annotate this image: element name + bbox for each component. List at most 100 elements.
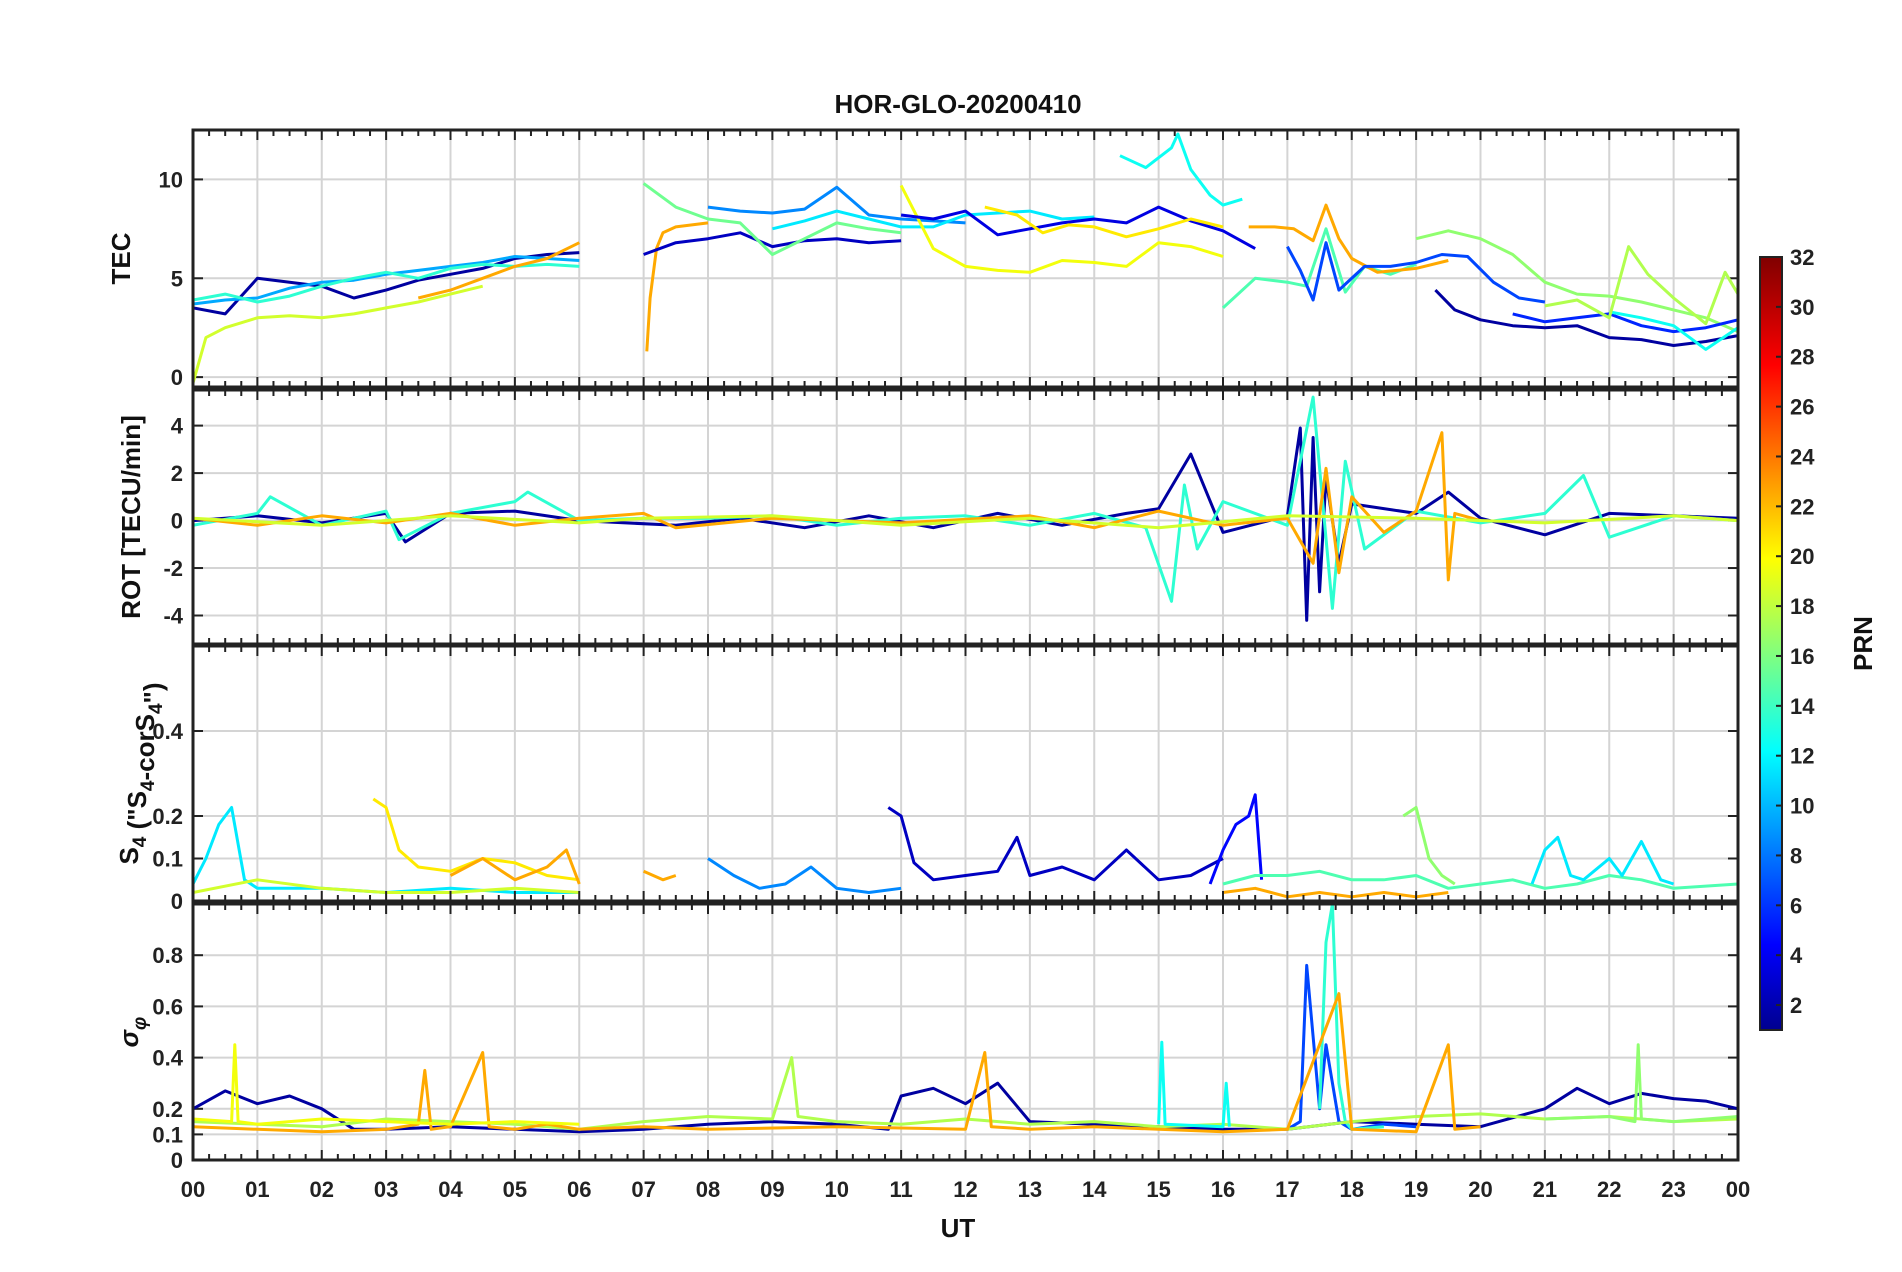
x-tick-label: 10 [825, 1177, 849, 1202]
y-axis-label-part: ("S [122, 791, 152, 837]
series-line-prn-2 [193, 251, 580, 316]
x-tick-label: 23 [1661, 1177, 1685, 1202]
x-tick-label: 09 [760, 1177, 784, 1202]
y-tick-label: 0.2 [152, 1097, 183, 1122]
panel-sigma: 00.10.2 0.4 0.6 0.8 σφ [114, 902, 1740, 1173]
x-tick-label: 06 [567, 1177, 591, 1202]
y-tick-label: 0.6 [152, 994, 183, 1019]
y-tick-label: -2 [163, 556, 183, 581]
x-tick-label: 04 [438, 1177, 463, 1202]
y-tick-label: 0.1 [152, 1122, 183, 1147]
series-line-prn-9 [707, 857, 902, 894]
colorbar-frame [1759, 256, 1783, 1031]
colorbar-tick-label: 8 [1790, 843, 1802, 868]
series-line-prn-20 [193, 1043, 580, 1126]
x-tick-label: 01 [245, 1177, 269, 1202]
x-tick-label: 07 [631, 1177, 655, 1202]
series-line-prn-19 [193, 514, 1738, 530]
series-line-prn-2 [1434, 289, 1738, 347]
series-line-prn-20 [899, 184, 1224, 274]
series-line-prn-23 [645, 221, 709, 352]
panel-frame [191, 388, 1740, 646]
colorbar-tick-label: 22 [1790, 494, 1814, 519]
series-line-prn-9 [707, 185, 966, 225]
colorbar-tick-label: 12 [1790, 744, 1814, 769]
colorbar-tick-label: 28 [1790, 345, 1814, 370]
y-axis-label: σφ [114, 1017, 151, 1048]
y-axis-label-part: ") [138, 682, 168, 703]
x-tick-label: 18 [1340, 1177, 1364, 1202]
series-line-prn-12 [772, 209, 1095, 231]
series-line-prn-13 [1157, 1040, 1231, 1129]
series-line-prn-7 [1286, 963, 1417, 1131]
y-tick-label: 4 [171, 414, 184, 439]
y-axis-label: ROT [TECU/min] [116, 415, 146, 619]
colorbar-tick-label: 4 [1790, 943, 1803, 968]
colorbar-tick-label: 24 [1790, 444, 1815, 469]
y-tick-label: 0 [171, 509, 183, 534]
x-tick-label: 19 [1404, 1177, 1428, 1202]
series-line-prn-13 [1119, 132, 1243, 207]
series-line-prn-12 [1530, 835, 1675, 886]
y-axis-label: S4 ("S4-corS4") [114, 682, 168, 864]
x-tick-label: 16 [1211, 1177, 1235, 1202]
y-tick-label: 0 [171, 889, 183, 914]
series-line-prn-2 [193, 426, 1738, 622]
x-tick-label: 17 [1275, 1177, 1299, 1202]
x-tick-label: 12 [953, 1177, 977, 1202]
colorbar-tick-label: 6 [1790, 893, 1802, 918]
series-line-prn-7 [1286, 241, 1546, 304]
y-tick-label: 0 [171, 1148, 183, 1173]
x-axis: 00 01 02 03 04 05 06 07 08 09 10 11 12 13 14 15 16 17 18 19… [181, 1177, 1750, 1202]
colorbar-tick-label: 14 [1790, 694, 1815, 719]
x-tick-label: 22 [1597, 1177, 1621, 1202]
series-line-prn-3 [887, 806, 1224, 882]
series-group [193, 395, 1738, 622]
x-tick-label: 20 [1468, 1177, 1492, 1202]
colorbar-tick-label: 16 [1790, 644, 1814, 669]
series-line-prn-21 [984, 205, 1224, 239]
y-axis-label-part: 4 [138, 780, 159, 791]
series-line-prn-19 [193, 284, 484, 384]
x-tick-label: 03 [374, 1177, 398, 1202]
series-line-prn-14 [193, 395, 1738, 610]
series-line-prn-10 [193, 255, 580, 306]
series-group [193, 793, 1738, 899]
y-axis-label-part: S [114, 847, 144, 864]
colorbar-tick-label: 10 [1790, 794, 1814, 819]
series-line-prn-23 [1222, 886, 1449, 899]
series-line-prn-23 [1248, 203, 1449, 274]
y-axis-label-part: σ [114, 1028, 144, 1047]
x-tick-label: 00 [181, 1177, 205, 1202]
colorbar-tick-label: 32 [1790, 245, 1814, 270]
x-axis-label: UT [941, 1213, 976, 1243]
x-tick-label: 21 [1533, 1177, 1557, 1202]
x-tick-label: 15 [1146, 1177, 1170, 1202]
series-line-prn-23 [417, 241, 580, 300]
y-axis-label-part: 4 [146, 703, 167, 714]
chart-title: HOR-GLO-20200410 [834, 89, 1081, 119]
series-line-prn-23 [642, 869, 677, 882]
x-tick-label: 11 [889, 1177, 912, 1202]
y-tick-label: 0 [171, 365, 183, 390]
series-line-prn-3 [643, 231, 902, 256]
series-line-prn-4 [900, 205, 1256, 250]
y-axis-label-part: 4 [130, 836, 151, 847]
colorbar-tick-label: 30 [1790, 295, 1814, 320]
colorbar-tick-label: 2 [1790, 993, 1802, 1018]
panel-frame [191, 128, 1740, 389]
y-tick-label: 2 [171, 461, 183, 486]
y-tick-label: 0.4 [152, 719, 183, 744]
series-line-prn-5 [1208, 793, 1264, 885]
y-tick-label: 0.8 [152, 943, 183, 968]
y-tick-label: 0.1 [152, 847, 183, 872]
panel-tec: 0 5 10 TEC [106, 128, 1740, 390]
x-tick-label: 08 [696, 1177, 720, 1202]
series-line-prn-17 [1544, 1043, 1738, 1124]
y-tick-label: 10 [159, 167, 183, 192]
panel-frame [191, 644, 1740, 903]
y-axis-label-part: -corS [130, 714, 160, 780]
y-tick-label: 5 [171, 266, 183, 291]
